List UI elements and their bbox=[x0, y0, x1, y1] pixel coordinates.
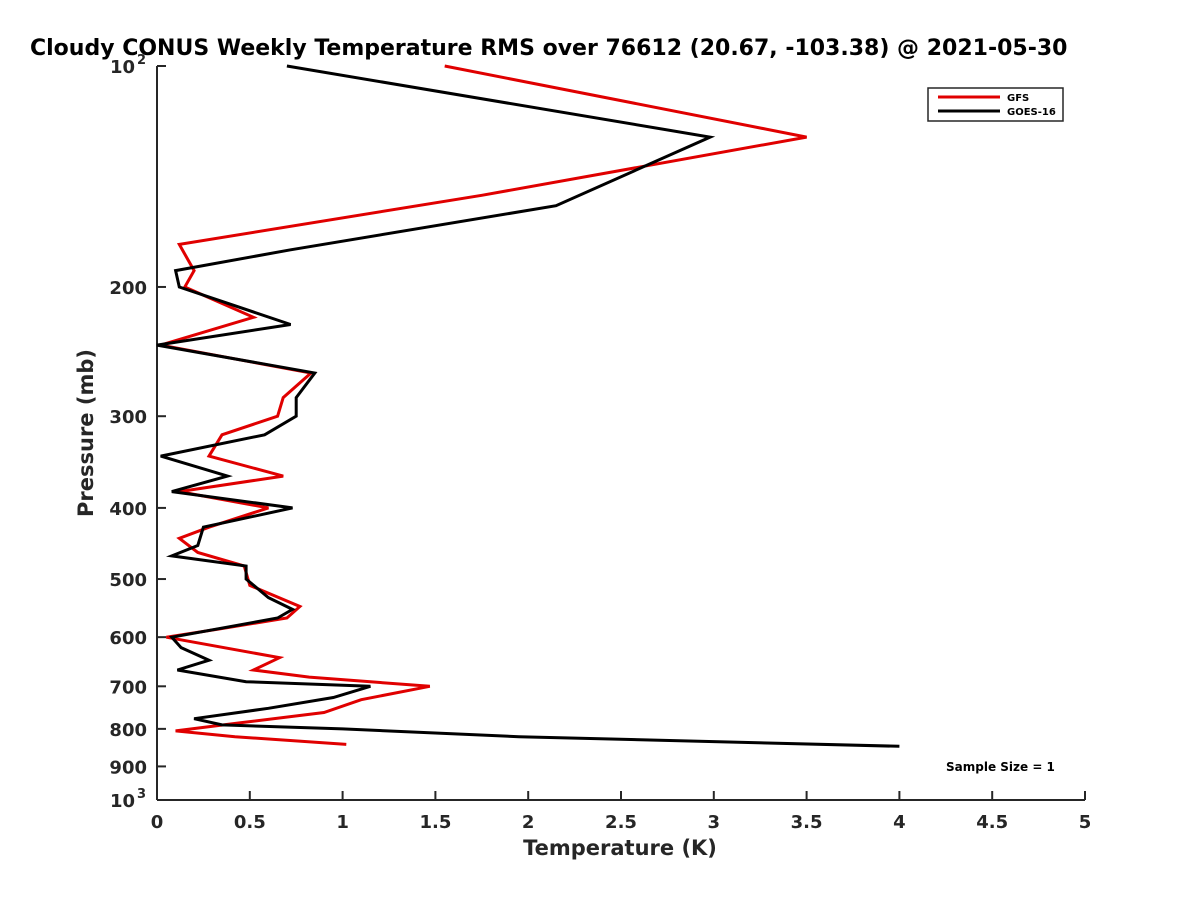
y-tick-label: 200 bbox=[109, 278, 147, 299]
x-tick-label: 3 bbox=[708, 812, 721, 833]
sample-size-annotation: Sample Size = 1 bbox=[946, 760, 1055, 774]
x-tick-label: 0 bbox=[151, 812, 164, 833]
x-tick-label: 0.5 bbox=[234, 812, 266, 833]
legend: GFS GOES-16 bbox=[927, 87, 1064, 122]
x-tick-label: 1.5 bbox=[419, 812, 451, 833]
y-tick-exponent: 2 bbox=[137, 53, 146, 68]
y-tick-label: 400 bbox=[109, 499, 147, 520]
y-tick-label: 900 bbox=[109, 757, 147, 778]
x-tick-label: 2 bbox=[522, 812, 535, 833]
legend-label: GOES-16 bbox=[1007, 107, 1056, 118]
x-axis-title: Temperature (K) bbox=[523, 836, 717, 860]
y-tick-label: 10 bbox=[110, 791, 135, 812]
x-tick-label: 3.5 bbox=[791, 812, 823, 833]
y-tick-label: 500 bbox=[109, 570, 147, 591]
x-tick-label: 4.5 bbox=[976, 812, 1008, 833]
x-tick-label: 5 bbox=[1079, 812, 1092, 833]
legend-box bbox=[927, 87, 1064, 122]
y-tick-label: 800 bbox=[109, 720, 147, 741]
y-tick-label: 10 bbox=[110, 57, 135, 78]
y-tick-label: 600 bbox=[109, 628, 147, 649]
x-tick-label: 1 bbox=[336, 812, 349, 833]
x-tick-label: 4 bbox=[893, 812, 906, 833]
chart-title: Cloudy CONUS Weekly Temperature RMS over… bbox=[30, 36, 1067, 61]
y-tick-exponent: 3 bbox=[137, 787, 146, 802]
x-tick-label: 2.5 bbox=[605, 812, 637, 833]
legend-label: GFS bbox=[1007, 93, 1029, 104]
y-tick-label: 300 bbox=[109, 407, 147, 428]
axes: 0 0.5 1 1.5 2 2.5 3 3.5 4 4.5 510 22003004005006007… bbox=[109, 53, 1091, 833]
series-line-gfs bbox=[160, 64, 807, 746]
y-axis-title: Pressure (mb) bbox=[74, 349, 98, 517]
series-line-goes-16 bbox=[156, 64, 900, 748]
y-tick-label: 700 bbox=[109, 677, 147, 698]
series-layer bbox=[156, 64, 900, 748]
